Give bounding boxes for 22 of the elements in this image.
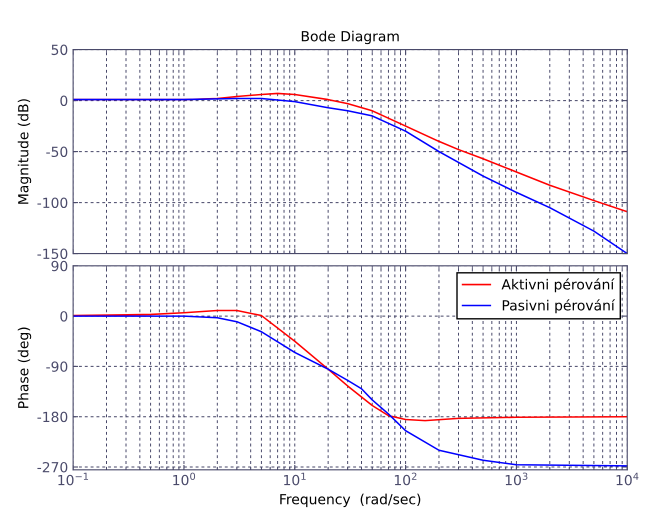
x-tick-label: 10$^{2}$ (394, 472, 416, 486)
y-tick-label: -50 (46, 146, 68, 158)
x-tick-label: 10$^{0}$ (173, 472, 196, 486)
y-tick-label: 0 (60, 96, 68, 106)
y-axis-title: Magnitude (dB) (18, 99, 32, 204)
y-tick-label: -270 (37, 462, 68, 472)
legend-label: Pasivni pérování (502, 299, 616, 314)
y-tick-label: -90 (46, 361, 68, 372)
x-tick-label: 10$^{3}$ (506, 472, 528, 486)
x-tick-label: 10$^{1}$ (284, 472, 306, 486)
x-tick-label: 10$^{−1}$ (58, 472, 88, 486)
y-tick-label: 0 (60, 311, 68, 322)
legend-label: Aktivni pérování (502, 278, 615, 292)
chart-title: Bode Diagram (302, 30, 399, 44)
y-tick-label: -100 (37, 198, 68, 208)
x-tick-label: 10$^{4}$ (616, 472, 638, 486)
y-tick-label: 50 (52, 44, 68, 56)
y-tick-label: -180 (37, 412, 68, 422)
x-axis-title: Frequency (rad/sec) (280, 494, 420, 508)
y-axis-title: Phase (deg) (18, 328, 32, 408)
y-tick-label: 90 (51, 260, 68, 272)
y-tick-label: -150 (37, 248, 68, 260)
